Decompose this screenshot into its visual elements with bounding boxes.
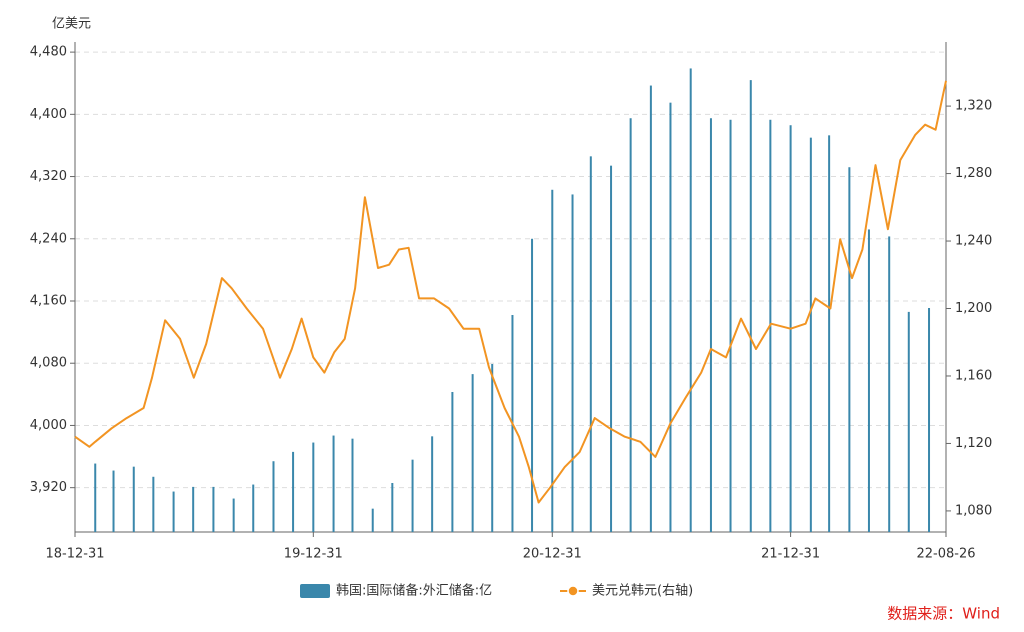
- bar: [391, 483, 394, 532]
- bar: [172, 491, 175, 532]
- bar: [629, 118, 632, 532]
- x-tick-label: 22-08-26: [916, 547, 975, 562]
- y2-tick-label: 1,120: [955, 436, 992, 451]
- bar: [669, 102, 672, 533]
- line: [74, 80, 947, 504]
- y2-tick-label: 1,160: [955, 368, 992, 383]
- bar: [292, 451, 295, 532]
- bar: [212, 486, 215, 532]
- bar: [571, 194, 574, 532]
- bar: [531, 238, 534, 532]
- bar: [411, 459, 414, 532]
- bar: [152, 476, 155, 532]
- legend-label: 韩国:国际储备:外汇储备:亿: [336, 583, 492, 599]
- bar: [589, 156, 592, 533]
- y-tick-label: 4,480: [30, 45, 67, 60]
- y-axis-unit: 亿美元: [52, 17, 91, 32]
- bar: [431, 436, 434, 532]
- bar: [192, 486, 195, 532]
- bar: [471, 374, 474, 532]
- bar: [94, 463, 97, 532]
- bar: [351, 438, 354, 532]
- y-tick-label: 4,240: [30, 231, 67, 246]
- bar: [907, 311, 910, 532]
- bar: [252, 484, 255, 532]
- y-tick-label: 3,920: [30, 480, 67, 495]
- bar: [809, 137, 812, 532]
- bar: [551, 189, 554, 532]
- bar: [272, 461, 275, 532]
- x-tick-label: 18-12-31: [45, 547, 104, 562]
- bar: [610, 165, 613, 532]
- bar: [332, 435, 335, 532]
- y2-tick-label: 1,080: [955, 503, 992, 518]
- bar: [709, 118, 712, 532]
- x-tick-label: 19-12-31: [284, 547, 343, 562]
- y2-tick-label: 1,200: [955, 301, 992, 316]
- legend-swatch: [567, 585, 579, 597]
- bar: [649, 85, 652, 533]
- y2-tick-label: 1,240: [955, 234, 992, 249]
- bar: [232, 498, 235, 532]
- legend-swatch: [300, 584, 330, 598]
- y-tick-label: 4,000: [30, 418, 67, 433]
- bar: [451, 392, 454, 532]
- bar: [828, 135, 831, 533]
- bar: [371, 508, 374, 532]
- bar: [729, 119, 732, 533]
- bar: [848, 167, 851, 532]
- bar: [689, 68, 692, 532]
- bar: [312, 442, 315, 532]
- bar: [112, 470, 115, 532]
- y2-tick-label: 1,320: [955, 99, 992, 114]
- x-tick-label: 21-12-31: [761, 547, 820, 562]
- y-tick-label: 4,160: [30, 294, 67, 309]
- y-tick-label: 4,320: [30, 169, 67, 184]
- legend-label: 美元兑韩元(右轴): [592, 584, 693, 599]
- y-tick-label: 4,080: [30, 356, 67, 371]
- y2-tick-label: 1,280: [955, 166, 992, 181]
- x-tick-label: 20-12-31: [523, 547, 582, 562]
- bar: [132, 466, 135, 532]
- y-tick-label: 4,400: [30, 107, 67, 122]
- bar: [928, 308, 931, 532]
- source-note: 数据来源：Wind: [887, 605, 1000, 623]
- bar: [749, 80, 752, 532]
- bar: [888, 236, 891, 532]
- bar: [867, 229, 870, 532]
- bar: [491, 364, 494, 532]
